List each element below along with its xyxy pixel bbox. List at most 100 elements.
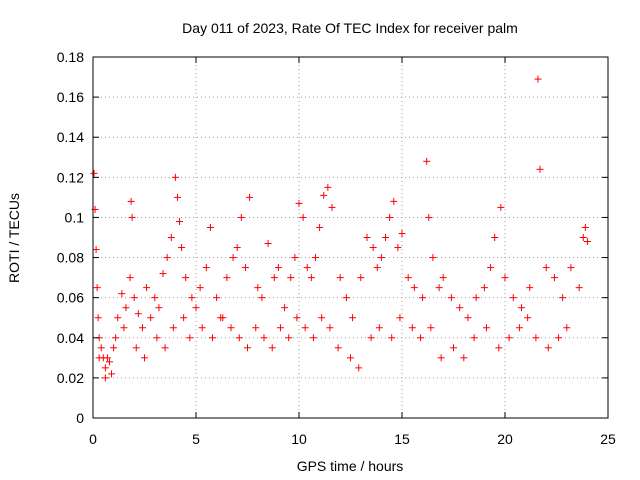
data-point xyxy=(171,173,179,181)
data-point xyxy=(244,344,251,352)
data-point xyxy=(307,274,315,282)
data-point xyxy=(450,344,457,352)
data-point xyxy=(390,197,398,205)
data-point xyxy=(583,238,591,246)
x-tick-label: 0 xyxy=(89,431,97,447)
data-point xyxy=(161,344,169,352)
data-point xyxy=(101,374,109,382)
data-point xyxy=(130,294,138,302)
data-point xyxy=(178,244,186,252)
data-point xyxy=(101,364,109,372)
data-point xyxy=(532,334,540,342)
data-point xyxy=(192,304,200,312)
y-tick-label: 0 xyxy=(76,410,84,426)
data-point xyxy=(293,314,301,322)
data-point xyxy=(281,304,289,312)
data-point xyxy=(349,314,357,322)
data-point xyxy=(491,234,499,241)
data-point xyxy=(237,213,245,221)
data-point xyxy=(375,324,383,332)
data-point xyxy=(127,197,135,205)
plot-frame xyxy=(92,56,609,419)
y-tick-label: 0.16 xyxy=(57,89,84,105)
data-point xyxy=(559,294,567,302)
data-point xyxy=(227,324,235,332)
data-point xyxy=(495,344,503,352)
data-point xyxy=(268,344,276,352)
y-tick-label: 0.18 xyxy=(57,49,84,65)
data-point xyxy=(408,324,416,332)
y-tick-label: 0.14 xyxy=(57,129,84,145)
data-point xyxy=(555,334,563,342)
data-point xyxy=(301,324,309,332)
data-point xyxy=(291,254,299,262)
y-tick-label: 0.1 xyxy=(65,209,85,225)
data-point xyxy=(575,284,583,292)
data-point xyxy=(299,213,307,221)
data-point xyxy=(505,334,513,342)
data-point xyxy=(542,264,550,272)
data-point xyxy=(435,284,443,292)
axis-ticks xyxy=(92,56,609,419)
data-point xyxy=(386,213,394,221)
data-point xyxy=(276,324,284,332)
data-point xyxy=(155,304,163,312)
data-point xyxy=(260,334,268,342)
data-point xyxy=(394,244,402,252)
data-point xyxy=(258,294,266,302)
data-point xyxy=(246,193,254,201)
data-point xyxy=(95,354,103,362)
data-point xyxy=(482,324,490,332)
data-point xyxy=(213,294,221,302)
data-point xyxy=(90,169,98,177)
data-point xyxy=(103,354,111,362)
data-point xyxy=(439,274,447,282)
data-point xyxy=(460,354,468,362)
data-point xyxy=(196,284,204,292)
data-point xyxy=(311,254,319,262)
data-point xyxy=(480,284,488,292)
data-point xyxy=(497,203,505,211)
data-point xyxy=(410,284,418,292)
data-point xyxy=(429,254,437,262)
data-point xyxy=(112,334,120,342)
data-point xyxy=(241,264,249,272)
data-point xyxy=(94,314,102,322)
data-point xyxy=(369,244,377,252)
data-point xyxy=(563,324,571,332)
x-tick-label: 5 xyxy=(192,431,200,447)
data-point xyxy=(153,334,161,342)
data-point xyxy=(326,324,334,332)
data-point xyxy=(132,344,140,352)
data-point xyxy=(398,229,406,237)
data-point xyxy=(517,304,525,312)
data-point xyxy=(524,314,532,322)
data-point xyxy=(544,344,552,352)
data-point xyxy=(122,304,130,312)
y-tick-label: 0.12 xyxy=(57,169,84,185)
data-point xyxy=(120,324,128,332)
x-tick-label: 10 xyxy=(291,431,307,447)
data-point xyxy=(419,294,427,302)
data-point xyxy=(336,274,344,282)
data-point xyxy=(180,314,188,322)
data-point xyxy=(388,334,396,342)
data-point xyxy=(134,310,142,318)
data-point xyxy=(382,234,390,241)
x-tick-label: 15 xyxy=(394,431,410,447)
x-tick-label: 20 xyxy=(497,431,513,447)
data-point xyxy=(470,334,478,342)
data-point xyxy=(456,304,464,312)
data-point xyxy=(550,274,558,282)
data-point xyxy=(182,274,190,282)
data-point xyxy=(417,334,425,342)
y-tick-label: 0.04 xyxy=(57,330,84,346)
data-point xyxy=(303,264,311,272)
data-point xyxy=(138,324,146,332)
chart-title: Day 011 of 2023, Rate Of TEC Index for r… xyxy=(182,20,518,36)
data-point xyxy=(252,324,260,332)
data-point xyxy=(318,314,326,322)
data-point xyxy=(567,264,575,272)
data-point xyxy=(363,234,371,241)
data-point xyxy=(526,284,534,292)
